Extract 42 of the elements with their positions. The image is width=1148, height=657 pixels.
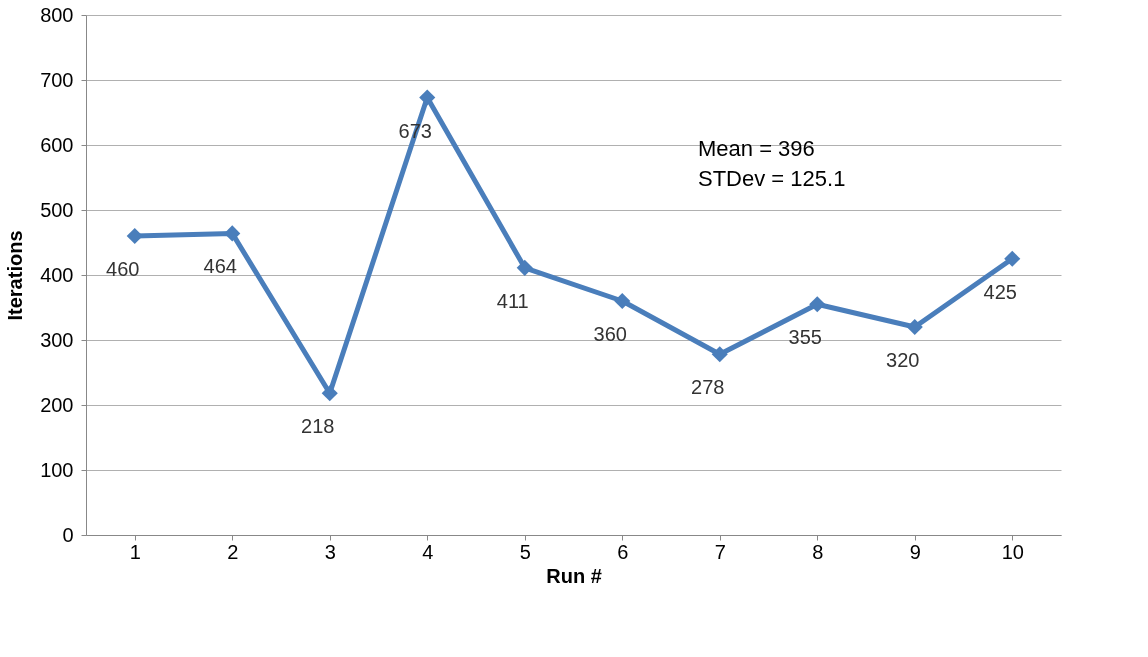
- x-tick-label: 5: [519, 540, 531, 563]
- y-tick-label: 700: [40, 68, 74, 91]
- y-tick-label: 300: [40, 328, 74, 351]
- annotation: Mean = 396: [698, 136, 815, 161]
- point: [711, 346, 728, 363]
- y-tick-label: 600: [40, 133, 74, 156]
- data-label: 320: [886, 349, 920, 371]
- point: [906, 318, 923, 336]
- data-label: 464: [203, 255, 237, 278]
- data-label: 278: [691, 376, 725, 399]
- y-tick-label: 200: [40, 393, 74, 416]
- data-label: 360: [593, 323, 627, 345]
- y-tick-label: 0: [62, 523, 74, 546]
- x-tick-label: 10: [1001, 540, 1024, 563]
- point: [1004, 250, 1021, 267]
- x-tick-label: 2: [227, 540, 239, 563]
- x-tick-label: 1: [129, 540, 141, 563]
- x-tick-label: 6: [617, 540, 629, 563]
- x-tick-label: 3: [324, 540, 336, 563]
- x-tick-label: 4: [422, 540, 434, 563]
- point: [809, 296, 826, 313]
- y-tick-label: 800: [40, 3, 74, 26]
- point: [224, 225, 241, 242]
- data-label: 218: [301, 415, 335, 438]
- point: [321, 385, 338, 402]
- x-tick-label: 8: [812, 540, 824, 563]
- y-tick-label: 100: [40, 458, 74, 481]
- y-axis-title: Iterations: [4, 230, 27, 321]
- x-axis-title: Run #: [546, 564, 602, 587]
- data-label: 411: [496, 289, 529, 312]
- point: [126, 227, 143, 245]
- point: [419, 89, 436, 106]
- x-tick-label: 7: [714, 540, 726, 563]
- y-tick-label: 500: [40, 198, 74, 221]
- x-tick-label: 9: [909, 540, 921, 563]
- point: [614, 292, 631, 310]
- data-label: 355: [788, 326, 822, 349]
- data-label: 425: [983, 280, 1017, 303]
- point: [516, 259, 533, 276]
- data-label: 460: [106, 258, 140, 280]
- y-tick-label: 400: [40, 263, 74, 286]
- annotation: STDev = 125.1: [698, 166, 846, 191]
